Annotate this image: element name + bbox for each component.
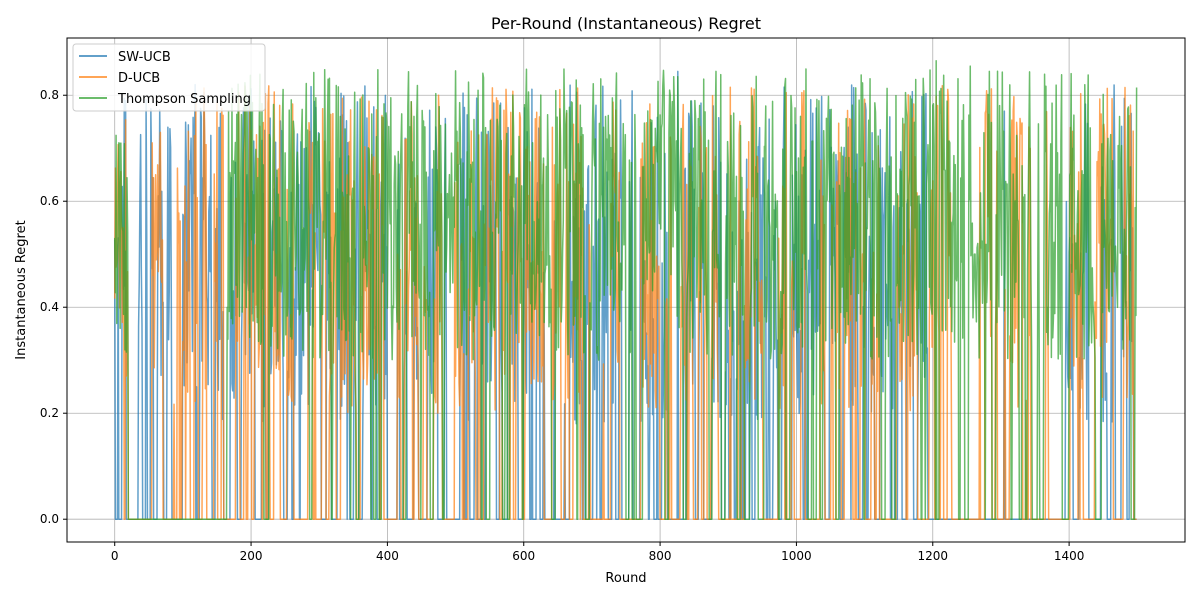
plot-area: [113, 60, 1138, 520]
axes-frame: [66, 37, 1186, 543]
x-axis-ticks: 0 200 400 600 800 1000 1200 1400: [111, 542, 1084, 563]
y-tick-label: 0.0: [40, 512, 59, 526]
legend: SW-UCB D-UCB Thompson Sampling: [72, 43, 266, 112]
y-axis-ticks: 0.0 0.2 0.4 0.6 0.8: [40, 88, 67, 526]
x-tick-label: 0: [111, 549, 119, 563]
y-tick-label: 0.4: [40, 300, 59, 314]
y-tick-label: 0.2: [40, 406, 59, 420]
x-tick-label: 800: [649, 549, 672, 563]
x-tick-label: 1400: [1054, 549, 1085, 563]
y-tick-label: 0.8: [40, 88, 59, 102]
legend-label: D-UCB: [118, 71, 160, 86]
x-axis-label: Round: [605, 571, 646, 586]
chart-title: Per-Round (Instantaneous) Regret: [491, 14, 761, 33]
legend-label: SW-UCB: [118, 50, 171, 65]
x-tick-label: 600: [512, 549, 535, 563]
x-tick-label: 1000: [781, 549, 812, 563]
x-tick-label: 200: [240, 549, 263, 563]
y-axis-label: Instantaneous Regret: [14, 220, 29, 359]
x-tick-label: 400: [376, 549, 399, 563]
series-line-thompson-sampling: [113, 60, 1138, 520]
legend-label: Thompson Sampling: [117, 92, 251, 107]
legend-box: [72, 43, 266, 112]
y-tick-label: 0.6: [40, 194, 59, 208]
x-tick-label: 1200: [917, 549, 948, 563]
